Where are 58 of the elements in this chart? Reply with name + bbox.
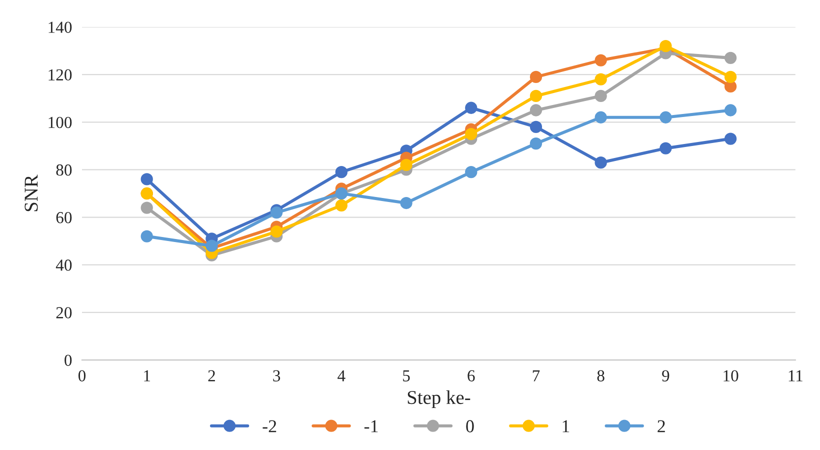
point [724, 70, 737, 84]
point [594, 90, 607, 102]
point [270, 206, 283, 219]
y-tick-label: 40 [56, 260, 72, 271]
x-tick-label: 6 [468, 370, 475, 382]
point [724, 132, 737, 145]
y-tick-label: 140 [48, 22, 72, 33]
point [270, 225, 283, 238]
x-tick-label: 5 [403, 370, 410, 382]
point [724, 104, 737, 116]
point [206, 240, 218, 252]
x-tick-label: 8 [597, 370, 604, 382]
x-axis-title: Step ke- [408, 390, 470, 408]
y-tick-label: 0 [64, 354, 72, 366]
point [530, 120, 542, 133]
y-tick-label: 100 [48, 116, 72, 128]
y-tick-label: 120 [48, 69, 72, 81]
point [400, 158, 412, 172]
point [594, 73, 607, 86]
point [465, 102, 478, 114]
y-tick-label: 20 [56, 307, 72, 318]
x-tick-label: 7 [532, 370, 540, 382]
x-tick-label: 11 [788, 370, 802, 382]
point [140, 202, 153, 214]
legend-label: -1 [364, 420, 378, 432]
point [660, 142, 672, 154]
point [660, 40, 672, 52]
point [724, 52, 737, 64]
x-tick-label: 3 [273, 370, 280, 382]
x-tick-label: 2 [208, 370, 215, 382]
point [724, 80, 737, 93]
point [140, 173, 153, 186]
x-tick-label: 10 [724, 370, 738, 382]
legend-label: 0 [466, 420, 474, 432]
point [530, 137, 542, 150]
x-tick-label: 4 [338, 370, 346, 382]
x-tick-label: 9 [662, 370, 670, 382]
point [594, 54, 607, 66]
point [140, 230, 153, 242]
point [594, 156, 607, 169]
y-axis-title: SNR [24, 174, 38, 212]
x-tick-label: 0 [78, 370, 86, 382]
point [660, 111, 672, 124]
point [530, 90, 542, 102]
point [335, 199, 348, 212]
point [530, 70, 542, 84]
legend-label: 2 [658, 420, 665, 432]
point [530, 104, 542, 116]
point [335, 166, 348, 178]
y-tick-label: 60 [56, 212, 72, 224]
legend-label: 1 [562, 420, 570, 432]
point [594, 111, 607, 124]
x-tick-label: 1 [144, 370, 150, 382]
point [465, 166, 478, 178]
point [400, 196, 412, 210]
point [465, 128, 478, 140]
legend-label: -2 [262, 420, 276, 432]
y-tick-label: 80 [56, 164, 72, 176]
